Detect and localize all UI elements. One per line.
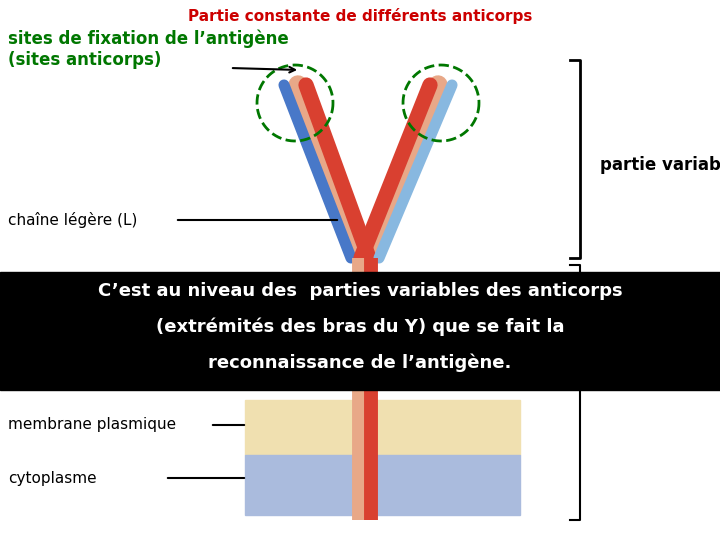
Text: Partie constante de différents anticorps: Partie constante de différents anticorps [188,8,532,24]
Text: membrane plasmique: membrane plasmique [8,417,176,433]
Text: sites de fixation de l’antigène
(sites anticorps): sites de fixation de l’antigène (sites a… [8,30,289,69]
Text: partie constante: partie constante [590,373,704,387]
Text: partie variable: partie variable [600,156,720,174]
Text: C’est au niveau des  parties variables des anticorps: C’est au niveau des parties variables de… [98,282,622,300]
Text: (extrémités des bras du Y) que se fait la: (extrémités des bras du Y) que se fait l… [156,318,564,336]
Text: reconnaissance de l’antigène.: reconnaissance de l’antigène. [208,354,512,373]
Text: cytoplasme: cytoplasme [8,470,96,485]
Bar [245,455,520,515]
Bar [0,272,720,390]
Text: chaîne légère (L): chaîne légère (L) [8,212,138,228]
Bar [245,400,520,455]
